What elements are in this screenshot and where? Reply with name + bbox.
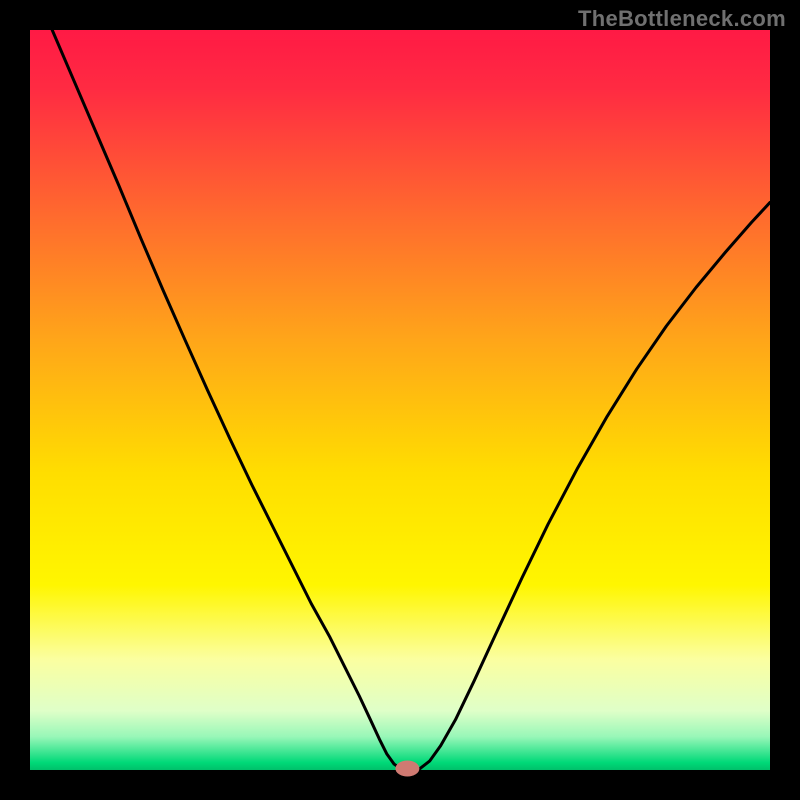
chart-svg (0, 0, 800, 800)
watermark-text: TheBottleneck.com (578, 6, 786, 32)
optimum-marker (395, 761, 419, 777)
chart-root: TheBottleneck.com (0, 0, 800, 800)
plot-background (30, 30, 770, 770)
